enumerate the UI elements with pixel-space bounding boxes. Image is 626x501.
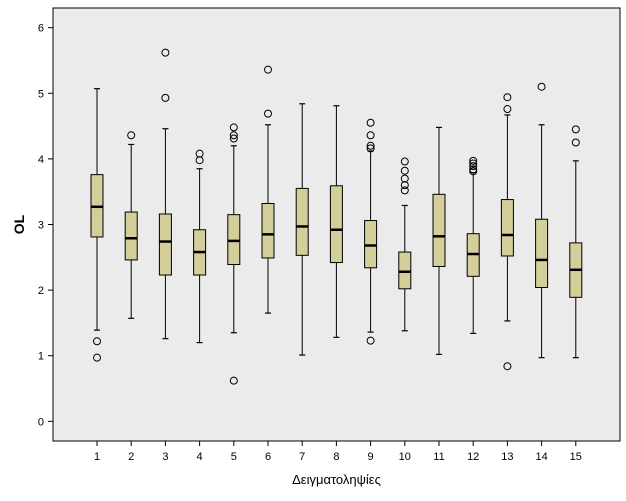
- box-group: [329, 105, 343, 338]
- outlier-point: [264, 65, 272, 74]
- box-series: [90, 48, 583, 385]
- iqr-box: [329, 185, 343, 264]
- outlier-point: [161, 93, 170, 102]
- outlier-point: [366, 131, 375, 140]
- box-group: [569, 125, 583, 359]
- x-tick-label: 8: [333, 451, 339, 463]
- box-group: [535, 82, 549, 359]
- outlier-point: [400, 181, 409, 190]
- x-tick-label: 1: [94, 451, 100, 463]
- y-tick-label: 2: [38, 285, 44, 297]
- outlier-point: [400, 186, 409, 195]
- outlier-point: [93, 337, 101, 346]
- outlier-point: [195, 156, 204, 165]
- box-group: [193, 149, 207, 344]
- x-tick-label: 2: [128, 451, 134, 463]
- outlier-point: [161, 48, 170, 57]
- x-tick-label: 11: [433, 451, 444, 463]
- outlier-point: [503, 105, 512, 114]
- x-tick-label: 5: [231, 451, 237, 463]
- iqr-box: [432, 193, 446, 267]
- iqr-box: [261, 203, 275, 259]
- iqr-box: [227, 214, 241, 266]
- box-group: [90, 88, 104, 362]
- outlier-point: [366, 141, 375, 150]
- box-group: [124, 131, 138, 319]
- outlier-point: [469, 162, 478, 171]
- box-group: [295, 103, 309, 356]
- outlier-point: [571, 125, 580, 134]
- box-group: [158, 48, 172, 340]
- y-tick-label: 3: [38, 220, 44, 232]
- y-tick-label: 1: [38, 351, 44, 363]
- box-group: [227, 123, 241, 385]
- box-group: [261, 65, 275, 314]
- outlier-point: [366, 144, 375, 153]
- outlier-point: [229, 123, 238, 132]
- outlier-point: [503, 93, 512, 102]
- box-group: [500, 93, 514, 371]
- box-group: [466, 156, 480, 335]
- outlier-point: [229, 376, 238, 385]
- x-tick-label: 14: [535, 451, 547, 463]
- outlier-point: [537, 82, 546, 91]
- x-tick-label: 15: [570, 451, 582, 463]
- x-axis-title: Δειγματοληψίες: [292, 472, 381, 487]
- outlier-point: [264, 109, 272, 118]
- iqr-box: [398, 251, 412, 290]
- outlier-point: [400, 166, 409, 175]
- outlier-point: [469, 165, 478, 174]
- iqr-box: [124, 211, 138, 261]
- outlier-point: [127, 131, 136, 140]
- x-tick-label: 4: [197, 451, 203, 463]
- outlier-point: [366, 118, 375, 127]
- iqr-box: [295, 187, 309, 256]
- outlier-point: [93, 353, 101, 362]
- outlier-point: [571, 138, 580, 147]
- iqr-box: [535, 218, 549, 288]
- box-group: [432, 126, 446, 355]
- iqr-box: [158, 213, 172, 276]
- box-group: [364, 118, 378, 345]
- outlier-point: [469, 167, 478, 176]
- x-tick-label: 13: [501, 451, 513, 463]
- outlier-point: [229, 134, 238, 143]
- outlier-point: [469, 159, 478, 168]
- x-axis: 1 2 3 4 5 6 7 8 9 10 11 12 13 14 15: [94, 441, 582, 463]
- iqr-box: [364, 220, 378, 269]
- x-tick-label: 3: [162, 451, 168, 463]
- x-tick-label: 12: [467, 451, 479, 463]
- y-tick-label: 4: [38, 154, 44, 166]
- box-group: [398, 157, 412, 332]
- x-tick-label: 10: [399, 451, 411, 463]
- outlier-point: [229, 131, 238, 140]
- outlier-point: [469, 156, 478, 165]
- outlier-point: [366, 336, 375, 345]
- outlier-point: [400, 157, 409, 166]
- x-tick-label: 7: [299, 451, 305, 463]
- x-tick-label: 6: [265, 451, 271, 463]
- x-tick-label: 9: [368, 451, 374, 463]
- y-tick-label: 5: [38, 88, 44, 100]
- y-tick-label: 6: [38, 23, 44, 35]
- y-axis: 0 1 2 3 4 5 6: [38, 23, 53, 428]
- y-tick-label: 0: [38, 416, 44, 428]
- outlier-point: [503, 362, 512, 371]
- y-axis-title: OL: [11, 214, 27, 234]
- iqr-box: [500, 199, 514, 257]
